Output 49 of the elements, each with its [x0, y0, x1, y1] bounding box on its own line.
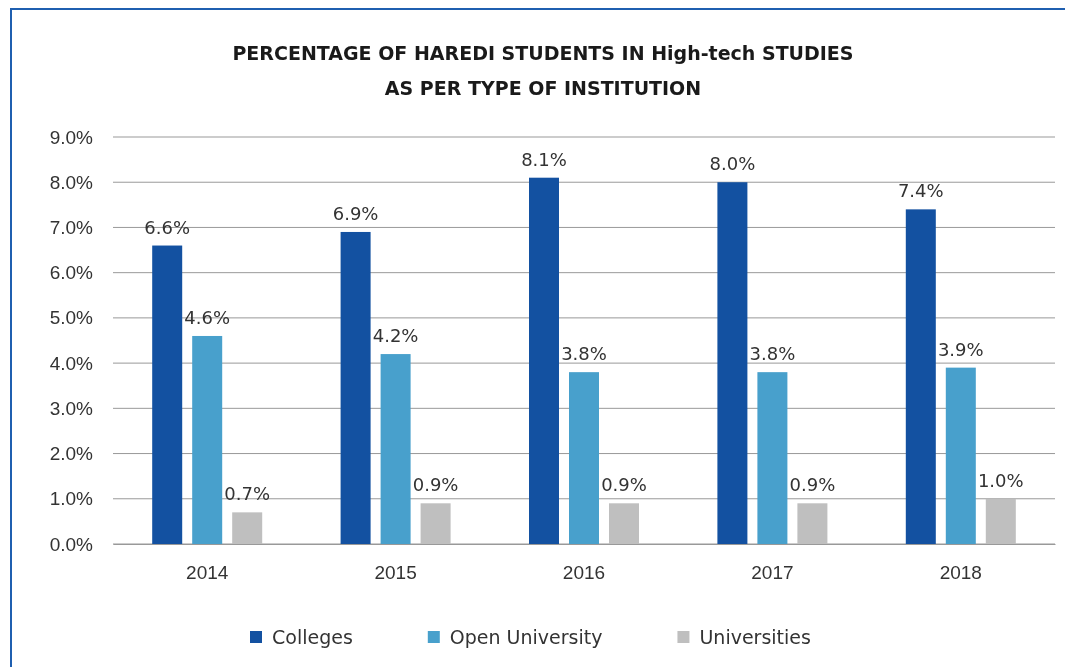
bar — [232, 512, 263, 544]
x-tick-label: 2015 — [374, 562, 417, 584]
bar — [717, 182, 748, 544]
bar — [757, 372, 788, 544]
bar — [985, 498, 1016, 544]
bar — [192, 335, 223, 544]
data-label: 1.0% — [977, 469, 1024, 491]
data-label: 7.4% — [897, 180, 944, 202]
data-label: 3.8% — [561, 343, 607, 365]
y-tick-label: 9.0% — [49, 126, 94, 148]
legend-label: Universities — [699, 626, 811, 648]
y-tick-label: 1.0% — [49, 488, 94, 510]
y-tick-label: 7.0% — [49, 217, 94, 239]
data-label: 3.9% — [937, 338, 984, 360]
bar — [945, 367, 976, 544]
x-tick-label: 2016 — [562, 562, 606, 584]
data-label: 0.9% — [789, 474, 836, 496]
bar — [609, 503, 639, 544]
x-tick-label: 2018 — [939, 562, 982, 584]
data-label: 4.2% — [372, 325, 419, 347]
x-tick-label: 2014 — [186, 562, 229, 584]
legend-label: Open University — [449, 626, 603, 648]
y-tick-label: 0.0% — [49, 533, 94, 555]
y-tick-label: 6.0% — [49, 262, 94, 284]
bar — [569, 372, 599, 544]
data-label: 8.0% — [709, 153, 756, 175]
y-tick-label: 3.0% — [49, 397, 94, 419]
data-label: 3.8% — [749, 343, 796, 365]
bar — [797, 503, 828, 544]
data-label: 4.6% — [184, 306, 231, 328]
data-label: 0.9% — [412, 474, 459, 496]
y-tick-label: 8.0% — [49, 171, 94, 193]
data-label: 8.1% — [521, 148, 567, 170]
data-label: 0.9% — [601, 474, 647, 496]
bar — [420, 503, 451, 544]
y-tick-label: 4.0% — [49, 352, 94, 374]
data-label: 0.7% — [224, 483, 271, 505]
bar — [340, 231, 371, 544]
legend-label: Colleges — [272, 626, 353, 648]
data-label: 6.9% — [332, 202, 379, 224]
bar — [905, 209, 936, 544]
y-tick-label: 2.0% — [49, 443, 94, 465]
x-tick-label: 2017 — [751, 562, 794, 584]
bar — [152, 245, 183, 544]
y-tick-label: 5.0% — [49, 307, 94, 329]
bar — [380, 354, 411, 544]
chart-title: PERCENTAGE OF HAREDI STUDENTS IN High-tech STUDIES AS PER TYPE OF INSTITUTION — [232, 42, 854, 99]
bar — [529, 177, 559, 544]
data-label: 6.6% — [144, 216, 191, 238]
